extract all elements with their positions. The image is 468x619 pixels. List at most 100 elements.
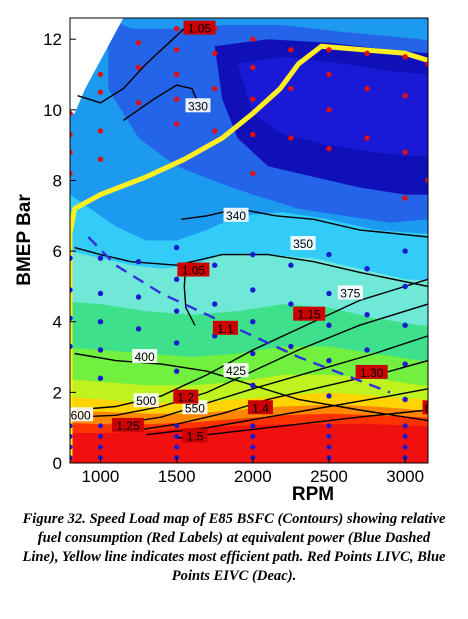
axes: 1000 1500 2000 2500 3000 0 2 4 6 8 10 12 [43, 30, 424, 486]
blue-point-eivc [70, 455, 73, 461]
red-point-livc [70, 131, 73, 138]
bsfc-contour-map: 330 340 350 375 400 425 500 550 600 1.05 1.05 1.1 1.… [14, 0, 467, 505]
contour-line [181, 207, 428, 238]
contour-label-bg [133, 393, 159, 408]
red-point-livc [402, 54, 408, 60]
blue-point-eivc [250, 382, 256, 389]
blue-point-eivc [326, 423, 332, 429]
red-point-livc [135, 64, 142, 71]
red-point-livc [250, 170, 256, 177]
red-point-livc [364, 135, 370, 141]
red-point-livc [288, 85, 294, 92]
blue-point-eivc [97, 434, 103, 440]
blue-point-eivc [174, 434, 180, 440]
blue-point-eivc [364, 347, 370, 353]
contour-line [74, 278, 428, 411]
contour-label-bg [223, 363, 249, 378]
red-point-livc [402, 149, 408, 155]
x-tick-label: 3000 [386, 467, 424, 486]
contour-label: 350 [293, 237, 313, 251]
blue-point-eivc [402, 248, 408, 254]
relative-fuel-label: 1.30 [360, 366, 384, 380]
blue-point-eivc [402, 322, 408, 328]
red-point-livc [402, 195, 408, 201]
blue-point-eivc [173, 244, 180, 251]
contour-label-bg [70, 407, 94, 422]
relative-fuel-label-bg [173, 389, 199, 404]
map-boundary-blank [70, 18, 124, 114]
blue-point-eivc [364, 266, 370, 272]
blue-point-eivc [326, 444, 332, 450]
contour-label-bg [182, 400, 208, 415]
relative-fuel-label: 6 [425, 401, 432, 415]
red-point-livc [326, 107, 332, 113]
map-boundary-blank-top [139, 0, 467, 18]
contour-line [115, 335, 428, 425]
relative-fuel-label-bg [182, 428, 208, 443]
red-point-livc [212, 128, 218, 134]
blue-point-eivc [97, 444, 103, 450]
blue-point-eivc [288, 301, 294, 307]
blue-point-eivc [326, 290, 332, 297]
blue-point-eivc [326, 322, 332, 328]
contour-line [176, 409, 428, 439]
figure-caption: Figure 32. Speed Load map of E85 BSFC (C… [22, 511, 446, 584]
x-tick-label: 1000 [82, 467, 120, 486]
relative-fuel-label-bg [247, 400, 273, 415]
red-point-livc [326, 47, 332, 53]
blue-point-eivc [173, 308, 180, 314]
contour-label: 330 [188, 99, 208, 113]
blue-point-eivc [70, 287, 73, 293]
red-point-livc [97, 128, 104, 134]
red-point-livc [250, 96, 256, 102]
blue-point-eivc [135, 258, 142, 265]
blue-point-eivc [250, 350, 256, 357]
red-point-livc [364, 85, 370, 92]
contour-label: 550 [185, 401, 205, 415]
plot-area: 330 340 350 375 400 425 500 550 600 1.05 1.05 1.1 1.… [70, 0, 467, 463]
blue-point-eivc [212, 262, 218, 268]
blue-point-eivc [250, 319, 256, 325]
contour-label-bg [132, 349, 158, 364]
red-point-livc [70, 110, 73, 117]
blue-point-eivc [70, 444, 73, 450]
blue-point-eivc [97, 290, 104, 297]
contour-line [74, 303, 428, 418]
blue-point-eivc [70, 255, 73, 261]
contour-line [74, 246, 428, 288]
blue-point-eivc [212, 301, 218, 307]
red-point-livc [173, 96, 180, 102]
red-point-livc [97, 71, 104, 78]
red-point-livc [173, 47, 180, 53]
red-point-livc [402, 92, 408, 99]
blue-point-eivc [97, 375, 104, 381]
relative-fuel-label-bg [422, 400, 428, 415]
blue-point-eivc [70, 434, 73, 440]
y-tick-label: 6 [53, 242, 62, 261]
red-point-livc [173, 71, 180, 78]
blue-point-eivc [326, 434, 332, 440]
blue-point-eivc [402, 434, 408, 440]
contour-label: 400 [135, 350, 155, 364]
y-tick-label: 4 [53, 313, 62, 332]
blue-point-eivc [326, 357, 332, 364]
relative-fuel-label-bg [183, 20, 216, 35]
relative-fuel-label-bg [293, 306, 326, 321]
red-point-livc [425, 61, 428, 67]
blue-point-eivc [173, 340, 180, 346]
red-point-livc [212, 50, 218, 57]
contour-label-bg [337, 285, 363, 300]
blue-point-eivc [402, 396, 408, 403]
efficient-path-line [70, 43, 428, 460]
relative-fuel-label: 1.05 [182, 264, 206, 278]
blue-point-eivc [135, 326, 142, 332]
contour-line [74, 352, 428, 422]
contour-line [77, 28, 185, 104]
contour-lines [74, 28, 428, 439]
blue-point-eivc [97, 423, 103, 429]
contour-labels: 330 340 350 375 400 425 500 550 600 1.05 1.05 1.1 1.… [70, 20, 432, 444]
red-point-livc [250, 64, 256, 71]
red-point-livc [425, 177, 428, 184]
relative-fuel-label-bg [212, 320, 238, 335]
red-point-livc [97, 156, 104, 162]
